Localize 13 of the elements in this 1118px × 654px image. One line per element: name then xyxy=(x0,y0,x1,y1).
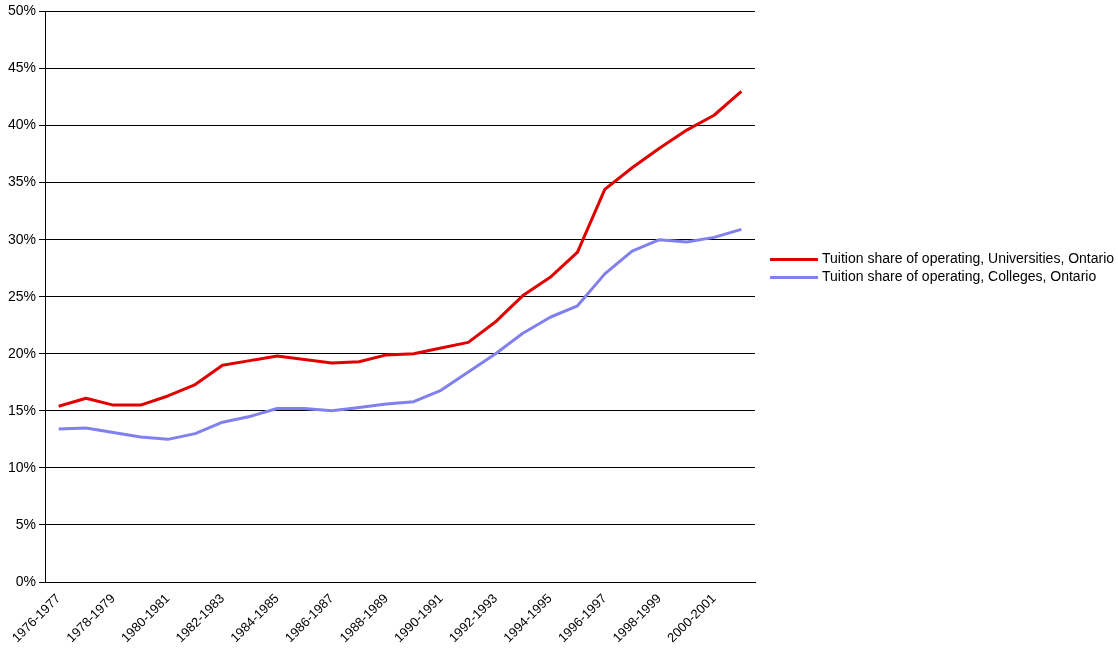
y-tick-label: 40% xyxy=(7,116,37,133)
y-tick-label: 50% xyxy=(7,2,37,19)
y-tick-label: 10% xyxy=(7,458,37,475)
y-tick-label: 20% xyxy=(7,344,37,361)
y-tick-label: 35% xyxy=(7,173,37,190)
y-tick-label: 25% xyxy=(7,287,37,304)
legend-label: Tuition share of operating, Colleges, Ontario xyxy=(822,268,1097,284)
y-tick-label: 15% xyxy=(7,401,37,418)
y-tick-label: 45% xyxy=(7,59,37,76)
y-tick-label: 5% xyxy=(15,515,37,532)
y-tick-label: 0% xyxy=(15,572,37,589)
legend-label: Tuition share of operating, Universities, Ontario xyxy=(822,250,1115,266)
y-tick-label: 30% xyxy=(7,230,37,247)
